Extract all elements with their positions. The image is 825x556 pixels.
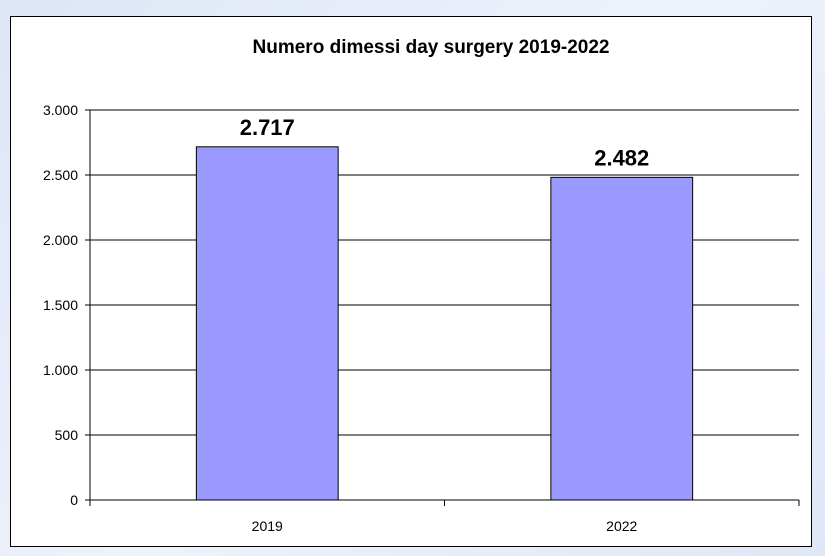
labels: 0 500 1.000 1.500 2.000 2.500 3.000 2.717 2019 2.… <box>43 102 649 534</box>
x-tick-label-2022: 2022 <box>606 518 637 534</box>
x-tick-label-2019: 2019 <box>252 518 283 534</box>
y-tick-label: 2.500 <box>43 167 78 183</box>
y-tick-label: 3.000 <box>43 102 78 118</box>
y-tick-label: 2.000 <box>43 232 78 248</box>
data-label-2022: 2.482 <box>594 145 649 170</box>
chart-title: Numero dimessi day surgery 2019-2022 <box>253 37 610 58</box>
chart-frame: Numero dimessi day surgery 2019-2022 0 50… <box>10 16 812 547</box>
bars <box>195 146 694 501</box>
y-tick-label: 1.000 <box>43 362 78 378</box>
bar-chart: Numero dimessi day surgery 2019-2022 0 50… <box>43 37 800 534</box>
y-tick-label: 0 <box>70 492 78 508</box>
y-tick-label: 1.500 <box>43 297 78 313</box>
data-label-2019: 2.717 <box>240 115 295 140</box>
bar-2022 <box>550 176 694 501</box>
y-tick-label: 500 <box>55 427 79 443</box>
bar-2019 <box>195 146 339 501</box>
axes <box>85 109 800 506</box>
